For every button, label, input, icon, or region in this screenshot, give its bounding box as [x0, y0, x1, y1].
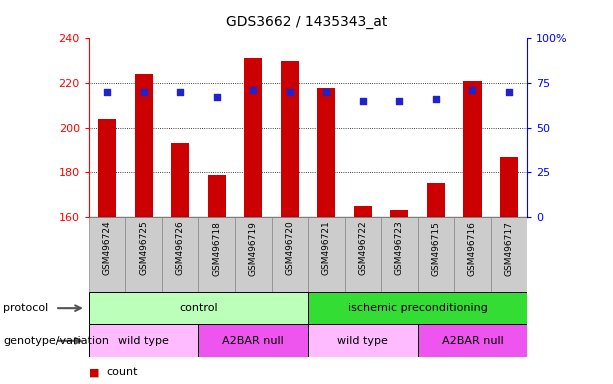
- Bar: [162, 217, 199, 292]
- Bar: [345, 217, 381, 292]
- Bar: [244, 58, 262, 217]
- Point: [504, 89, 514, 95]
- Text: protocol: protocol: [3, 303, 48, 313]
- Point: [248, 87, 258, 93]
- Bar: [171, 143, 189, 217]
- Text: GSM496719: GSM496719: [249, 221, 257, 276]
- Text: wild type: wild type: [118, 336, 169, 346]
- Bar: [454, 217, 490, 292]
- Bar: [308, 324, 417, 357]
- Bar: [500, 157, 518, 217]
- Text: GSM496726: GSM496726: [176, 221, 185, 275]
- Bar: [463, 81, 482, 217]
- Bar: [281, 61, 299, 217]
- Text: GSM496721: GSM496721: [322, 221, 331, 275]
- Bar: [427, 184, 445, 217]
- Bar: [308, 292, 527, 324]
- Point: [102, 89, 112, 95]
- Bar: [317, 88, 335, 217]
- Bar: [417, 217, 454, 292]
- Bar: [89, 324, 199, 357]
- Text: ■: ■: [89, 367, 99, 377]
- Text: genotype/variation: genotype/variation: [3, 336, 109, 346]
- Point: [139, 89, 148, 95]
- Text: A2BAR null: A2BAR null: [441, 336, 503, 346]
- Bar: [490, 217, 527, 292]
- Bar: [208, 175, 226, 217]
- Text: GSM496723: GSM496723: [395, 221, 404, 275]
- Bar: [199, 324, 308, 357]
- Text: GSM496716: GSM496716: [468, 221, 477, 276]
- Text: GDS3662 / 1435343_at: GDS3662 / 1435343_at: [226, 15, 387, 29]
- Bar: [199, 217, 235, 292]
- Text: wild type: wild type: [337, 336, 388, 346]
- Bar: [390, 210, 408, 217]
- Bar: [134, 74, 153, 217]
- Point: [358, 98, 368, 104]
- Point: [431, 96, 441, 102]
- Text: GSM496722: GSM496722: [359, 221, 367, 275]
- Bar: [235, 217, 272, 292]
- Bar: [126, 217, 162, 292]
- Point: [212, 94, 222, 100]
- Point: [468, 87, 478, 93]
- Bar: [417, 324, 527, 357]
- Bar: [354, 206, 372, 217]
- Text: count: count: [106, 367, 137, 377]
- Text: GSM496715: GSM496715: [432, 221, 440, 276]
- Text: GSM496725: GSM496725: [139, 221, 148, 275]
- Text: GSM496720: GSM496720: [285, 221, 294, 275]
- Point: [321, 89, 331, 95]
- Point: [175, 89, 185, 95]
- Point: [285, 89, 295, 95]
- Text: ischemic preconditioning: ischemic preconditioning: [348, 303, 487, 313]
- Bar: [272, 217, 308, 292]
- Bar: [89, 217, 126, 292]
- Text: control: control: [179, 303, 218, 313]
- Text: GSM496718: GSM496718: [212, 221, 221, 276]
- Text: GSM496724: GSM496724: [102, 221, 112, 275]
- Point: [394, 98, 404, 104]
- Bar: [89, 292, 308, 324]
- Bar: [308, 217, 345, 292]
- Bar: [381, 217, 417, 292]
- Text: A2BAR null: A2BAR null: [223, 336, 284, 346]
- Bar: [98, 119, 116, 217]
- Text: GSM496717: GSM496717: [504, 221, 514, 276]
